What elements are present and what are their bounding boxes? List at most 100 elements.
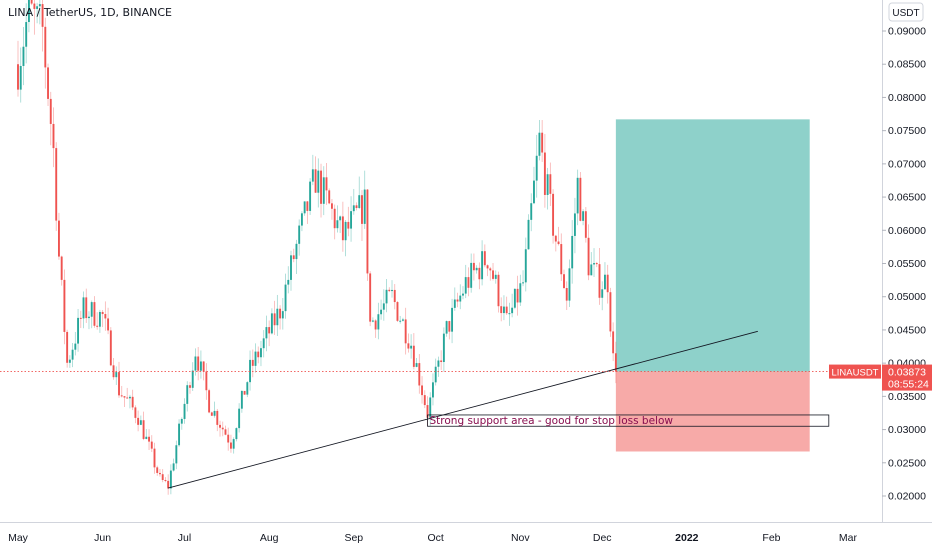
candle-body (341, 216, 344, 241)
candle-body (527, 219, 530, 250)
interval-label[interactable]: 1D (100, 6, 116, 19)
candle-body (82, 297, 85, 319)
profit-target-zone[interactable] (615, 119, 810, 372)
time-tick-label: Feb (762, 532, 780, 544)
price-tick-label: 0.03000 (888, 424, 926, 436)
candle-body (440, 360, 443, 363)
candle-body (101, 311, 104, 315)
candle-body (41, 4, 44, 27)
currency-button[interactable]: USDT (888, 2, 924, 22)
candle-body (571, 235, 574, 269)
symbol-name[interactable]: LINA (8, 6, 34, 19)
candle-body (44, 26, 47, 68)
candle-body (93, 302, 96, 326)
candle-body (489, 268, 492, 271)
candle-body (538, 132, 541, 156)
candle-body (541, 132, 544, 153)
candle-body (145, 436, 148, 439)
candle-body (276, 308, 279, 326)
candle-body (609, 292, 612, 332)
stop-loss-zone[interactable] (615, 371, 810, 452)
support-box[interactable] (427, 414, 830, 427)
candle-body (265, 327, 268, 339)
bar-countdown-label: 08:55:24 (888, 379, 929, 391)
candle-body (399, 320, 402, 322)
candle-body (224, 429, 227, 435)
candle-body (462, 293, 464, 296)
candle-body (593, 263, 595, 265)
quote-name: TetherUS (43, 6, 94, 19)
candle-body (279, 308, 282, 319)
price-tick-label: 0.08500 (888, 59, 926, 71)
candle-body (268, 327, 271, 334)
candle-body (437, 360, 440, 367)
candle-body (107, 318, 110, 331)
candle-body (221, 427, 224, 430)
candle-body (199, 361, 202, 371)
candle-body (358, 195, 361, 209)
candle-body (63, 279, 66, 332)
candle-body (208, 390, 211, 413)
symbol-header: LINA / TetherUS, 1D, BINANCE (8, 6, 172, 19)
candle-body (229, 442, 232, 449)
candle-body (380, 309, 383, 315)
candle-body (563, 274, 565, 289)
candle-body (478, 267, 481, 280)
candle-body (374, 320, 377, 330)
candle-body (290, 255, 292, 280)
candle-body (52, 123, 55, 149)
candle-body (401, 319, 404, 321)
candle-body (423, 395, 426, 406)
price-axis[interactable] (882, 0, 932, 550)
candle-body (303, 201, 306, 214)
candle-body (284, 284, 287, 312)
candle-body (582, 211, 585, 221)
candle-body (197, 356, 200, 371)
candle-body (612, 331, 615, 354)
price-tick-label: 0.03500 (888, 391, 926, 403)
support-annotation-text[interactable]: Strong support area - good for stop loss… (430, 415, 674, 427)
candle-body (260, 348, 262, 358)
candle-body (109, 330, 112, 366)
candle-body (213, 410, 216, 416)
candle-body (85, 297, 88, 319)
candle-body (128, 396, 131, 399)
candle-body (497, 274, 500, 307)
candle-body (74, 343, 77, 350)
candle-body (546, 174, 549, 195)
time-tick-label: Dec (593, 532, 612, 544)
candle-body (249, 359, 251, 383)
price-tick-label: 0.05000 (888, 291, 926, 303)
price-tick-label: 0.05500 (888, 258, 926, 270)
time-axis[interactable] (0, 522, 932, 550)
candle-body (524, 249, 527, 283)
candle-body (475, 267, 478, 271)
support-trendline[interactable] (168, 330, 758, 489)
candle-body (530, 203, 533, 220)
candle-body (30, 0, 33, 4)
candle-body (139, 420, 142, 425)
candle-body (448, 321, 451, 332)
candle-body (27, 0, 30, 23)
candle-body (339, 216, 342, 221)
candle-body (126, 397, 129, 399)
candle-body (328, 190, 331, 204)
candle-body (88, 316, 90, 319)
candle-body (407, 343, 410, 349)
candle-body (552, 193, 555, 236)
candle-body (180, 418, 183, 424)
candle-body (369, 273, 372, 322)
price-tick-label: 0.07000 (888, 158, 926, 170)
candle-body (131, 396, 134, 408)
candle-body (189, 385, 191, 388)
candle-body (159, 472, 161, 475)
candle-body (502, 306, 505, 314)
candle-body (614, 353, 617, 372)
candle-body (453, 299, 456, 308)
candle-body (361, 195, 363, 224)
candle-body (388, 289, 391, 292)
candle-body (112, 365, 115, 378)
